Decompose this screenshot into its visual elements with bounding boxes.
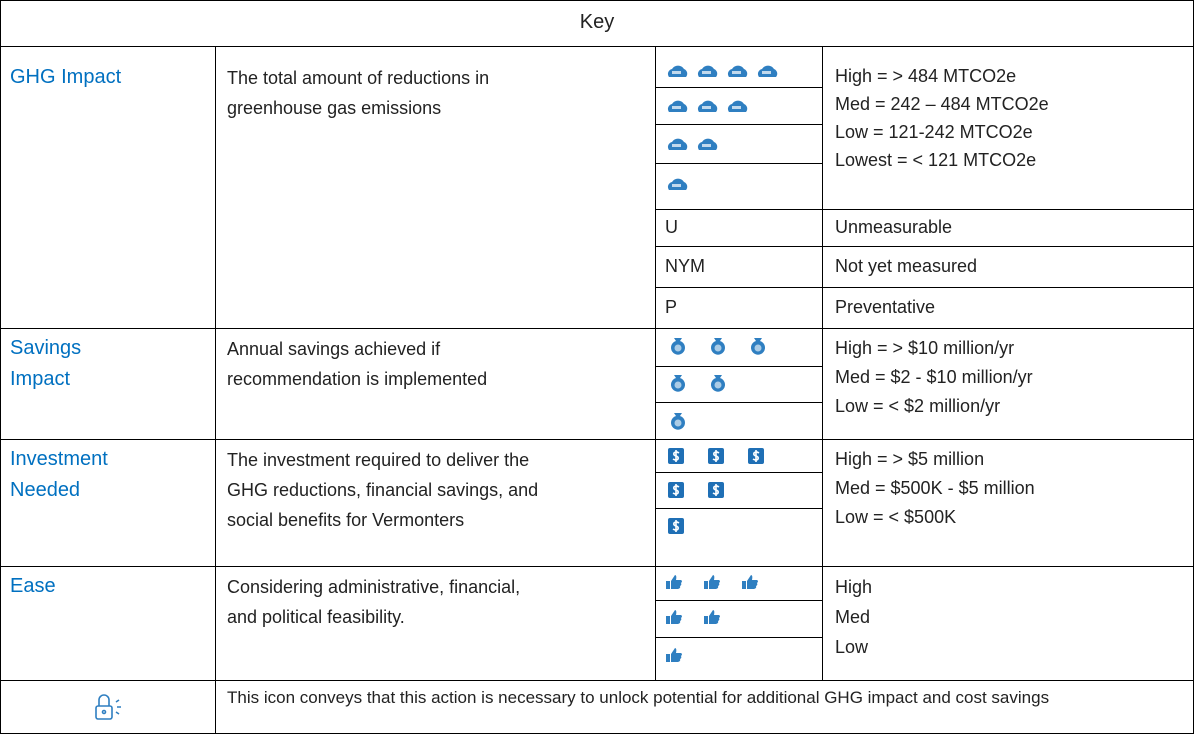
row-label: GHG Impact: [10, 66, 122, 88]
row-label: Savings Impact: [10, 333, 81, 395]
text-line: Considering administrative, financial,: [227, 577, 521, 597]
text-line: Lowest = < 121 MTCO2e: [835, 150, 1037, 170]
text-line: Med = $2 - $10 million/yr: [835, 367, 1033, 387]
text-line: Investment: [10, 448, 108, 470]
text-line: The investment required to deliver the: [227, 450, 530, 470]
row-levels: High = > $5 million Med = $500K - $5 mill…: [835, 445, 1035, 532]
text-line: Impact: [10, 368, 71, 390]
row-label: Ease: [10, 575, 56, 597]
investment-icons: [667, 447, 765, 535]
text-line: Needed: [10, 479, 81, 501]
code-meaning: Not yet measured: [835, 256, 978, 276]
code-meaning: Preventative: [835, 297, 936, 317]
header-title: Key: [579, 11, 615, 33]
row-levels: High Med Low: [835, 572, 872, 662]
text-line: High = > 484 MTCO2e: [835, 66, 1017, 86]
row-label: Investment Needed: [10, 444, 108, 506]
ease-icons: [666, 575, 758, 662]
text-line: Annual savings achieved if: [227, 339, 441, 359]
code: U: [665, 217, 678, 237]
text-line: Low = 121-242 MTCO2e: [835, 122, 1033, 142]
row-description: Considering administrative, financial, an…: [227, 572, 520, 632]
text-line: High: [835, 577, 873, 597]
code-meaning: Unmeasurable: [835, 217, 953, 237]
text-line: and political feasibility.: [227, 607, 405, 627]
footer-text: This icon conveys that this action is ne…: [227, 688, 1050, 707]
code: P: [665, 297, 678, 317]
text-line: Low = < $500K: [835, 507, 957, 527]
text-line: Savings: [10, 337, 82, 359]
row-levels: High = > 484 MTCO2e Med = 242 – 484 MTCO2…: [835, 62, 1049, 174]
text-line: The total amount of reductions in: [227, 68, 490, 88]
text-line: Low = < $2 million/yr: [835, 396, 1001, 416]
text-line: social benefits for Vermonters: [227, 510, 465, 530]
lock-icon: [95, 694, 121, 720]
row-description: Annual savings achieved if recommendation…: [227, 334, 487, 394]
text-line: recommendation is implemented: [227, 369, 488, 389]
text-line: Low: [835, 637, 869, 657]
row-levels: High = > $10 million/yr Med = $2 - $10 mi…: [835, 334, 1033, 421]
text-line: Med: [835, 607, 871, 627]
row-description: The total amount of reductions in greenho…: [227, 63, 489, 123]
text-line: Med = $500K - $5 million: [835, 478, 1035, 498]
ghg-icons: [667, 65, 778, 190]
text-line: High = > $5 million: [835, 449, 985, 469]
row-description: The investment required to deliver the GH…: [227, 445, 538, 535]
text-line: GHG reductions, financial savings, and: [227, 480, 539, 500]
text-line: greenhouse gas emissions: [227, 98, 442, 118]
savings-icons: [671, 338, 765, 430]
text-line: Med = 242 – 484 MTCO2e: [835, 94, 1049, 114]
code: NYM: [665, 256, 705, 276]
text-line: High = > $10 million/yr: [835, 338, 1015, 358]
